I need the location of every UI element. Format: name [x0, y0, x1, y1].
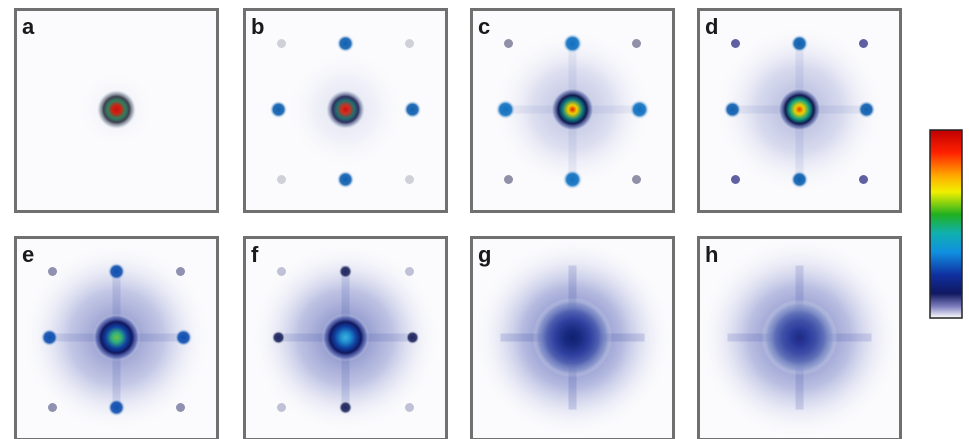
diagonal-peak — [731, 175, 740, 184]
panel: a — [14, 8, 219, 213]
side-peak — [563, 34, 583, 54]
figure: a b c d e f g h — [0, 0, 969, 439]
diagonal-peak — [405, 267, 414, 276]
side-peak — [404, 101, 422, 119]
diagonal-peak — [48, 403, 57, 412]
side-peak — [108, 263, 126, 281]
panel: d — [697, 8, 902, 213]
diagonal-peak — [504, 175, 513, 184]
central-peak — [97, 90, 137, 130]
central-peak — [326, 90, 366, 130]
side-peak — [41, 329, 59, 347]
side-peak — [108, 399, 126, 417]
side-peak — [406, 331, 420, 345]
panel-label: g — [478, 242, 491, 267]
side-peak — [858, 101, 876, 119]
diagonal-peak — [176, 403, 185, 412]
side-peak — [724, 101, 742, 119]
panel: c — [470, 8, 675, 213]
central-peak — [762, 300, 838, 376]
diagonal-peak — [277, 39, 286, 48]
panel: b — [243, 8, 448, 213]
diagonal-peak — [405, 175, 414, 184]
panel: h — [697, 236, 902, 439]
central-peak — [533, 298, 613, 378]
panel-label: h — [705, 242, 718, 267]
diagonal-peak — [859, 39, 868, 48]
diagonal-peak — [277, 175, 286, 184]
side-peak — [563, 170, 583, 190]
side-peak — [175, 329, 193, 347]
diagonal-peak — [405, 403, 414, 412]
side-peak — [272, 331, 286, 345]
panel-label: c — [478, 14, 490, 39]
panel-label: a — [22, 14, 35, 39]
panel-label: b — [251, 14, 264, 39]
side-peak — [791, 171, 809, 189]
panel-label: e — [22, 242, 34, 267]
panel: e — [14, 236, 219, 439]
side-peak — [339, 401, 353, 415]
central-peak — [551, 88, 595, 132]
diagonal-peak — [277, 403, 286, 412]
central-peak — [93, 314, 141, 362]
diagonal-peak — [405, 39, 414, 48]
side-peak — [337, 35, 355, 53]
central-peak — [778, 88, 822, 132]
diagonal-peak — [859, 175, 868, 184]
diagonal-peak — [504, 39, 513, 48]
diagonal-peak — [632, 175, 641, 184]
colorbar — [930, 130, 962, 318]
panel: f — [243, 236, 448, 439]
side-peak — [630, 100, 650, 120]
side-peak — [496, 100, 516, 120]
panel: g — [470, 236, 675, 439]
diagonal-peak — [277, 267, 286, 276]
central-peak — [322, 314, 370, 362]
diagonal-peak — [632, 39, 641, 48]
side-peak — [791, 35, 809, 53]
diagonal-peak — [176, 267, 185, 276]
colorbar-scale — [930, 130, 962, 318]
diagonal-peak — [48, 267, 57, 276]
side-peak — [339, 265, 353, 279]
panel-label: f — [251, 242, 259, 267]
panel-label: d — [705, 14, 718, 39]
side-peak — [337, 171, 355, 189]
diagonal-peak — [731, 39, 740, 48]
side-peak — [270, 101, 288, 119]
